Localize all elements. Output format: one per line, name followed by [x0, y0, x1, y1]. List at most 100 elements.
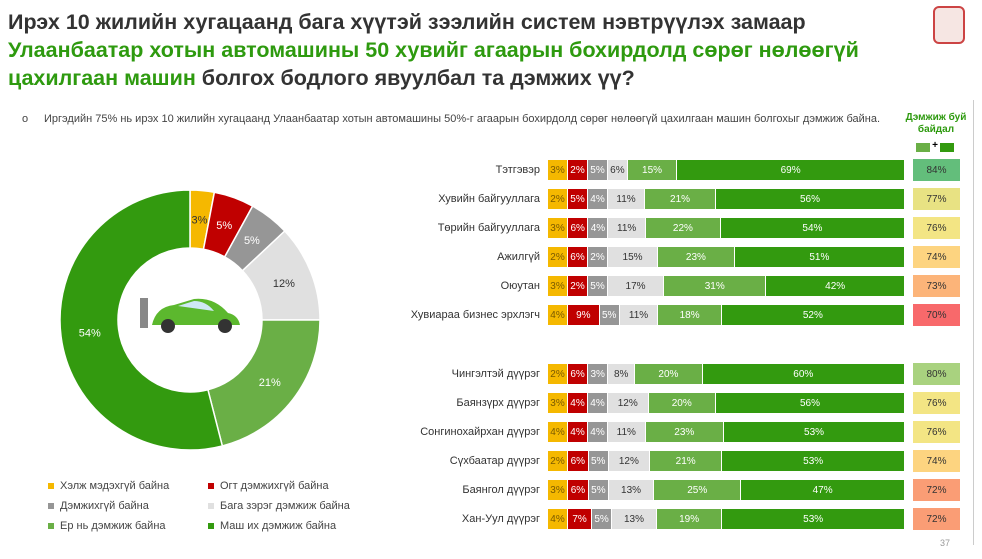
bar-segment: 7%	[568, 509, 593, 529]
bar-segment: 53%	[722, 451, 905, 471]
legend-swatch-light	[916, 143, 930, 152]
bar-segment: 60%	[702, 364, 905, 384]
bar-segment: 42%	[766, 276, 905, 296]
plus-sign: +	[932, 140, 938, 151]
support-score: 74%	[913, 246, 960, 268]
bar-segment: 4%	[588, 189, 608, 209]
donut-label: 5%	[244, 235, 260, 247]
legend-item: Бага зэрэг дэмжиж байна	[208, 500, 350, 512]
bar-row-label: Тэтгэвэр	[495, 164, 540, 176]
legend-item: Огт дэмжихгүй байна	[208, 480, 329, 492]
bar-row-label: Баянзүрх дүүрэг	[456, 397, 540, 409]
legend-swatch	[48, 523, 54, 529]
bar-segment: 54%	[720, 218, 905, 238]
stacked-bar: 3% 2% 5% 6% 15% 69%	[548, 160, 905, 180]
divider	[973, 100, 974, 545]
title-line-2: Улаанбаатар хотын автомашины 50 хувийг а…	[8, 38, 859, 62]
bar-segment: 23%	[658, 247, 735, 267]
donut-slice	[206, 319, 321, 447]
bar-segment: 5%	[588, 276, 608, 296]
support-score: 70%	[913, 304, 960, 326]
bar-row-label: Чингэлтэй дүүрэг	[451, 368, 540, 380]
bar-segment: 5%	[568, 189, 588, 209]
bar-segment: 23%	[645, 422, 725, 442]
bar-row-label: Сүхбаатар дүүрэг	[449, 455, 540, 467]
bar-row-label: Хувийн байгууллага	[438, 193, 540, 205]
bar-segment: 53%	[724, 422, 905, 442]
legend-swatch	[208, 523, 214, 529]
emblem-logo-icon	[933, 6, 965, 44]
bar-segment: 21%	[645, 189, 716, 209]
bar-segment: 12%	[608, 393, 649, 413]
bar-segment: 4%	[548, 509, 568, 529]
bar-segment: 6%	[568, 247, 589, 267]
legend-item: Дэмжихгүй байна	[48, 500, 149, 512]
donut-label: 12%	[273, 278, 295, 290]
bar-segment: 4%	[588, 218, 609, 238]
legend-swatch	[208, 503, 214, 509]
stacked-bar: 2% 6% 2% 15% 23% 51%	[548, 247, 905, 267]
support-score: 73%	[913, 275, 960, 297]
bar-segment: 12%	[608, 451, 651, 471]
legend-item: Маш их дэмжиж байна	[208, 520, 336, 532]
bar-segment: 19%	[656, 509, 723, 529]
bar-segment: 51%	[734, 247, 905, 267]
bar-segment: 3%	[588, 364, 609, 384]
stacked-bar: 2% 5% 4% 11% 21% 56%	[548, 189, 905, 209]
summary-bullet: Иргэдийн 75% нь ирэх 10 жилийн хугацаанд…	[22, 112, 882, 126]
legend-label: Маш их дэмжиж байна	[220, 520, 337, 532]
bar-segment: 25%	[654, 480, 742, 500]
bar-row-label: Оюутан	[500, 280, 540, 292]
bar-segment: 2%	[548, 364, 568, 384]
support-score: 80%	[913, 363, 960, 385]
bar-segment: 56%	[716, 393, 905, 413]
legend-label: Бага зэрэг дэмжиж байна	[220, 500, 350, 512]
legend-label: Огт дэмжихгүй байна	[220, 480, 329, 492]
stacked-bar: 4% 7% 5% 13% 19% 53%	[548, 509, 905, 529]
legend-item: Хэлж мэдэхгүй байна	[48, 480, 169, 492]
bar-segment: 2%	[568, 276, 588, 296]
stacked-bar: 2% 6% 3% 8% 20% 60%	[548, 364, 905, 384]
bar-segment: 4%	[568, 393, 588, 413]
bar-segment: 4%	[568, 422, 588, 442]
support-score: 72%	[913, 479, 960, 501]
legend-label: Хэлж мэдэхгүй байна	[60, 480, 170, 492]
bar-segment: 9%	[568, 305, 600, 325]
donut-label: 3%	[192, 214, 208, 226]
title-line-3: цахилгаан машин болгох бодлого явуулбал …	[8, 64, 635, 92]
bar-segment: 3%	[548, 276, 568, 296]
bar-segment: 17%	[608, 276, 665, 296]
bar-segment: 15%	[627, 160, 678, 180]
bar-segment: 11%	[608, 218, 646, 238]
bar-segment: 31%	[664, 276, 767, 296]
bar-segment: 5%	[592, 509, 613, 529]
bar-segment: 56%	[716, 189, 905, 209]
bar-segment: 15%	[608, 247, 659, 267]
legend-swatch-dark	[940, 143, 954, 152]
bar-segment: 22%	[645, 218, 721, 238]
title-highlight: цахилгаан машин	[8, 66, 196, 90]
bar-segment: 53%	[722, 509, 905, 529]
legend-label: Ер нь дэмжиж байна	[60, 520, 166, 532]
support-score: 77%	[913, 188, 960, 210]
bar-row-label: Хан-Уул дүүрэг	[461, 513, 540, 525]
bar-segment: 3%	[548, 160, 568, 180]
title-line-1: Ирэх 10 жилийн хугацаанд бага хүүтэй зээ…	[8, 10, 806, 34]
support-score: 74%	[913, 450, 960, 472]
bar-segment: 4%	[548, 422, 568, 442]
bar-segment: 6%	[568, 480, 589, 500]
bar-segment: 5%	[588, 480, 609, 500]
legend-label: Дэмжихгүй байна	[60, 500, 149, 512]
bar-segment: 6%	[608, 160, 628, 180]
bar-segment: 4%	[588, 422, 608, 442]
bar-segment: 69%	[677, 160, 905, 180]
bar-segment: 3%	[548, 480, 568, 500]
bar-segment: 18%	[658, 305, 722, 325]
stacked-bar: 3% 4% 4% 12% 20% 56%	[548, 393, 905, 413]
title-question: болгох бодлого явуулбал та дэмжих үү?	[201, 66, 635, 90]
bar-segment: 3%	[548, 393, 568, 413]
bar-segment: 2%	[548, 247, 568, 267]
bar-segment: 2%	[548, 451, 568, 471]
bar-segment: 13%	[608, 480, 655, 500]
stacked-bar: 4% 4% 4% 11% 23% 53%	[548, 422, 905, 442]
